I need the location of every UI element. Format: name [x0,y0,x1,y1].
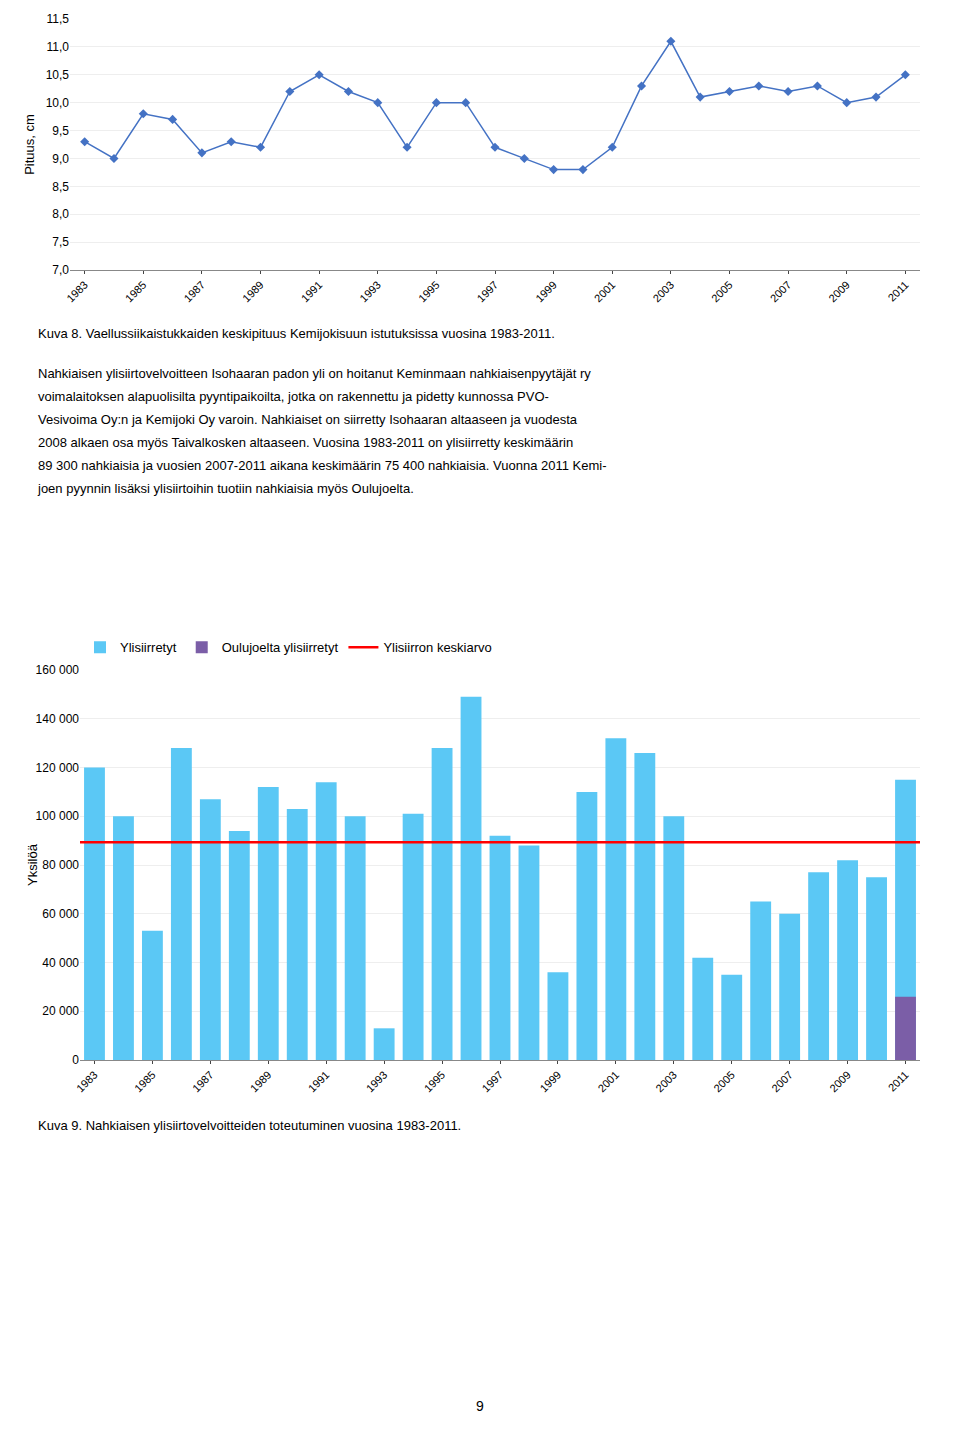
svg-text:1983: 1983 [64,279,90,305]
svg-text:2005: 2005 [709,279,735,305]
html-text:Vesivoima Oy:n ja Kemijoki Oy: Vesivoima Oy:n ja Kemijoki Oy varoin. Na… [38,412,577,427]
svg-text:20 000: 20 000 [42,1004,79,1018]
svg-text:11,0: 11,0 [47,40,70,54]
svg-text:2001: 2001 [592,279,618,305]
html-text:Nahkiaisen ylisiirtovelvoittee: Nahkiaisen ylisiirtovelvoitteen Isohaara… [38,366,591,381]
svg-text:80 000: 80 000 [42,858,79,872]
svg-text:1999: 1999 [537,1069,563,1095]
html-text:2008 alkaen osa myös Taivalkos: 2008 alkaen osa myös Taivalkosken altaas… [38,435,574,450]
html-text:Kuva 9. Nahkiaisen ylisiirtove: Kuva 9. Nahkiaisen ylisiirtovelvoitteide… [38,1118,462,1133]
svg-text:Oulujoelta ylisiirretyt: Oulujoelta ylisiirretyt [222,640,339,655]
svg-text:2009: 2009 [826,279,852,305]
html-text:9: 9 [476,1398,484,1414]
svg-text:1999: 1999 [533,279,559,305]
html-text:Kuva 8. Vaellussiikaistukkaide: Kuva 8. Vaellussiikaistukkaiden keskipit… [38,326,555,341]
svg-text:1989: 1989 [240,279,266,305]
svg-text:1997: 1997 [475,279,501,305]
html-text:joen pyynnin lisäksi ylisiirto: joen pyynnin lisäksi ylisiirtoihin tuoti… [38,481,414,496]
html-text:89 300 nahkiaisia ja vuosien 2: 89 300 nahkiaisia ja vuosien 2007-2011 a… [38,458,607,473]
svg-text:8,5: 8,5 [52,180,69,194]
svg-text:Ylisiirretyt: Ylisiirretyt [120,640,177,655]
svg-text:1991: 1991 [306,1069,332,1095]
svg-text:Pituus, cm: Pituus, cm [22,114,37,175]
svg-text:Ylisiirron keskiarvo: Ylisiirron keskiarvo [383,640,491,655]
svg-text:1987: 1987 [190,1069,216,1095]
svg-text:1985: 1985 [132,1069,158,1095]
svg-text:1993: 1993 [364,1069,390,1095]
svg-text:160 000: 160 000 [36,663,80,677]
svg-text:10,0: 10,0 [46,96,70,110]
svg-text:2003: 2003 [650,279,676,305]
svg-text:2011: 2011 [886,1069,911,1094]
svg-text:Yksilöä: Yksilöä [25,843,40,886]
svg-text:2007: 2007 [769,1069,795,1095]
svg-text:2007: 2007 [768,279,794,305]
svg-text:7,0: 7,0 [52,263,69,277]
svg-text:2001: 2001 [595,1069,621,1095]
svg-text:40 000: 40 000 [42,956,79,970]
svg-text:2003: 2003 [653,1069,679,1095]
svg-text:2009: 2009 [827,1069,853,1095]
svg-text:100 000: 100 000 [36,809,80,823]
svg-text:0: 0 [72,1053,79,1067]
svg-text:9,0: 9,0 [52,152,69,166]
svg-text:1995: 1995 [422,1069,448,1095]
svg-text:2011: 2011 [885,279,910,304]
svg-text:1997: 1997 [480,1069,506,1095]
svg-text:2005: 2005 [711,1069,737,1095]
svg-text:1991: 1991 [299,279,325,305]
svg-text:9,5: 9,5 [52,124,69,138]
svg-text:10,5: 10,5 [46,68,70,82]
svg-text:1987: 1987 [181,279,207,305]
svg-text:1995: 1995 [416,279,442,305]
html-text:voimalaitoksen alapuolisilta p: voimalaitoksen alapuolisilta pyyntipaiko… [38,389,549,404]
svg-text:140 000: 140 000 [36,712,80,726]
svg-text:60 000: 60 000 [42,907,79,921]
svg-text:120 000: 120 000 [36,761,80,775]
svg-text:1993: 1993 [357,279,383,305]
svg-text:8,0: 8,0 [52,207,69,221]
svg-text:1983: 1983 [74,1069,100,1095]
svg-text:11,5: 11,5 [47,12,70,26]
svg-text:1985: 1985 [123,279,149,305]
svg-text:1989: 1989 [248,1069,274,1095]
svg-text:7,5: 7,5 [52,235,69,249]
